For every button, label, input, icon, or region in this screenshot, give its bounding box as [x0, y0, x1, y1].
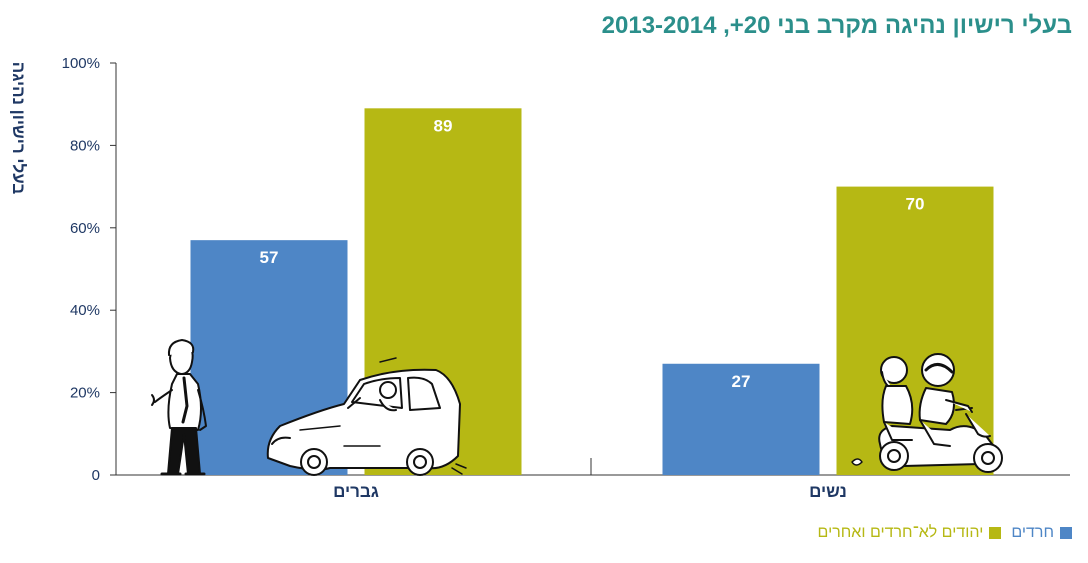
- man-icon: [151, 339, 207, 476]
- y-tick-label: 80%: [70, 137, 100, 154]
- bar-value-label: 57: [260, 248, 279, 267]
- y-tick-label: 60%: [70, 220, 100, 237]
- legend-item-haredim: חרדים: [1011, 524, 1072, 542]
- scooter-with-two-women-icon: [851, 353, 1003, 473]
- y-tick-label: 40%: [70, 302, 100, 319]
- legend-swatch-haredim: [1060, 527, 1072, 539]
- bar-value-label: 27: [732, 372, 751, 391]
- bar-value-label: 70: [906, 195, 925, 214]
- x-tick-label: גברים: [333, 482, 379, 501]
- bar-value-label: 89: [434, 116, 453, 135]
- car-with-driver-icon: [266, 357, 467, 476]
- legend-label-haredim: חרדים: [1011, 524, 1054, 541]
- legend-item-non-haredi: יהודים לא־חרדים ואחרים: [818, 524, 1002, 542]
- y-tick-label: 0: [92, 467, 100, 484]
- x-tick-label: נשים: [809, 482, 847, 501]
- legend-label-non-haredi: יהודים לא־חרדים ואחרים: [817, 524, 984, 541]
- legend-swatch-non-haredi: [989, 527, 1002, 539]
- y-tick-label: 100%: [62, 55, 100, 72]
- legend: חרדים יהודים לא־חרדים ואחרים: [818, 524, 1072, 542]
- bar: [662, 363, 820, 475]
- y-tick-label: 20%: [70, 385, 100, 402]
- illustrations: [151, 339, 1003, 476]
- chart-title: בעלי רישיון נהיגה מקרב בני 20+, 2013-201…: [601, 12, 1072, 39]
